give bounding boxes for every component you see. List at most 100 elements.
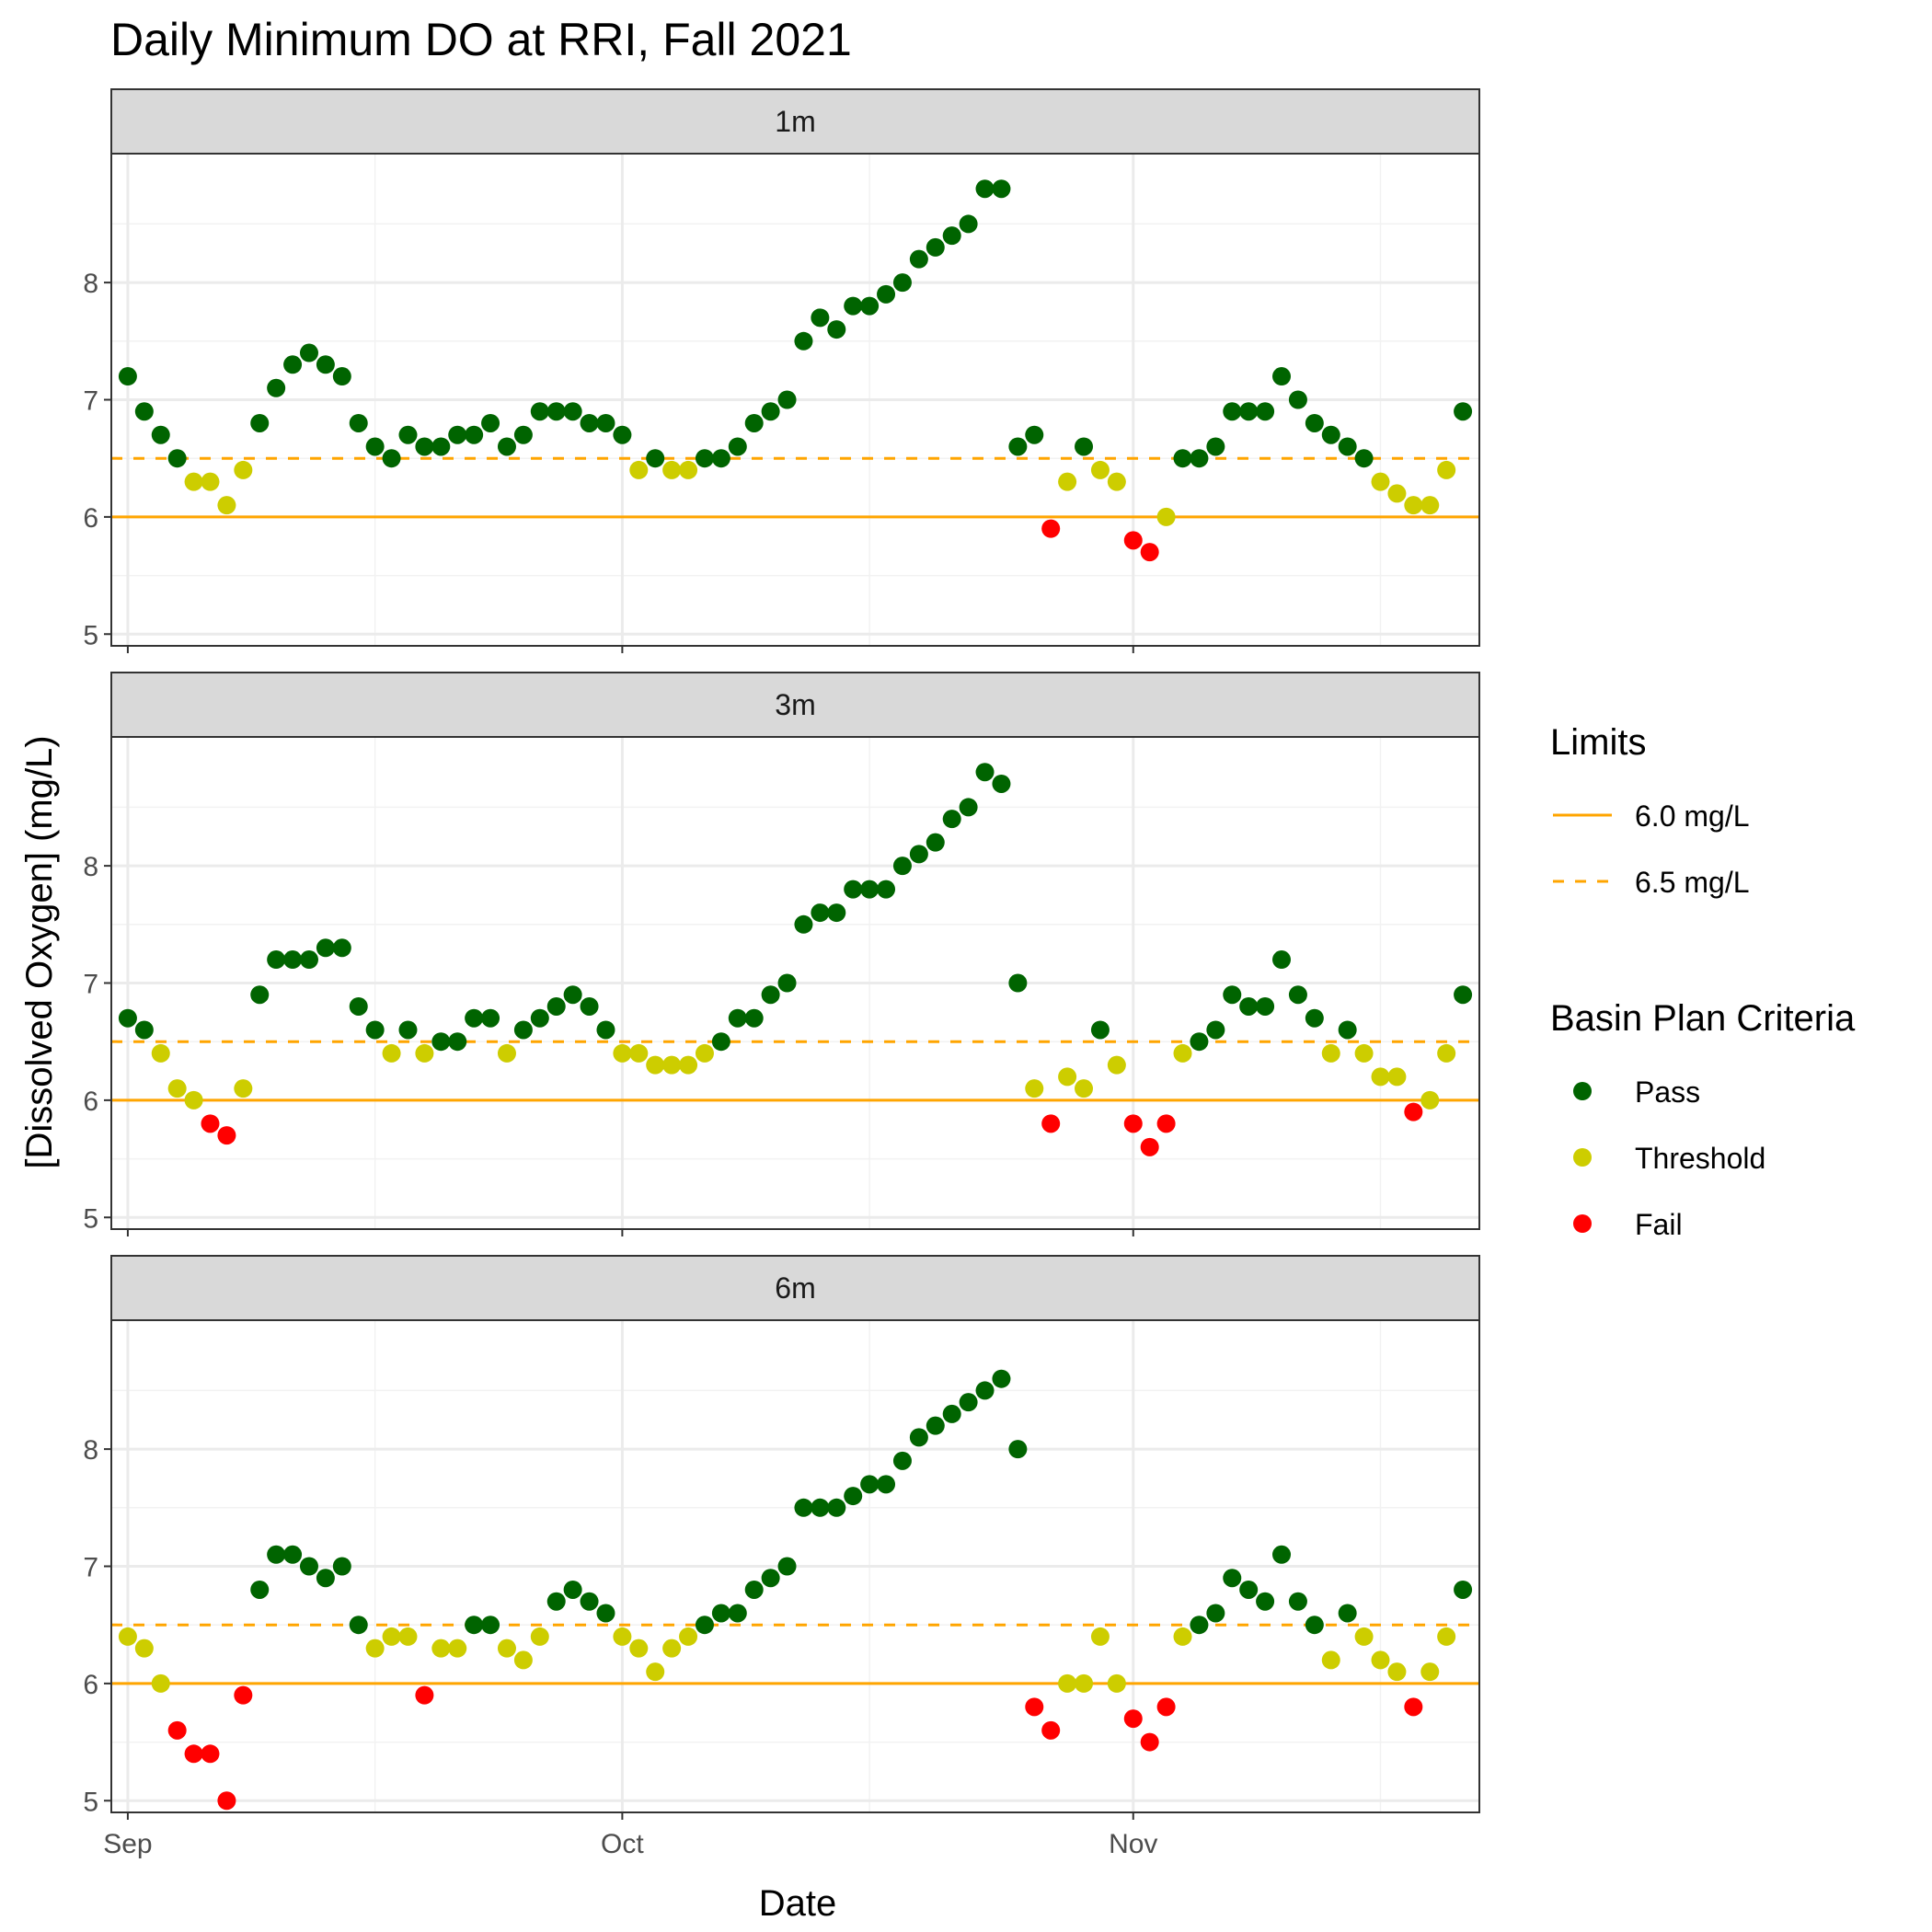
- y-tick-label: 5: [83, 1787, 98, 1817]
- data-point: [349, 996, 368, 1016]
- data-point: [1354, 1627, 1374, 1646]
- data-point: [992, 774, 1011, 793]
- data-point: [1454, 985, 1473, 1005]
- data-point: [1272, 950, 1292, 970]
- y-tick-label: 6: [83, 1087, 98, 1117]
- data-point: [563, 1580, 582, 1599]
- facet-panels: 1m 5 6 7 8 3m 5 6 7 8 6m 5 6 7 8: [83, 88, 1480, 1820]
- data-point: [497, 437, 516, 456]
- data-point: [365, 437, 385, 456]
- data-point: [1338, 1604, 1357, 1623]
- data-point: [1371, 1650, 1390, 1670]
- data-point: [1206, 1604, 1225, 1623]
- data-point: [1256, 996, 1275, 1016]
- data-point: [942, 1404, 961, 1423]
- x-tick-label: Oct: [601, 1829, 644, 1859]
- data-point: [959, 798, 978, 817]
- data-point: [283, 355, 303, 374]
- data-point: [250, 413, 270, 432]
- data-point: [1288, 1592, 1307, 1611]
- y-tick-label: 6: [83, 503, 98, 534]
- data-point: [398, 425, 418, 444]
- data-point: [1140, 1137, 1159, 1156]
- data-point: [1075, 1673, 1094, 1693]
- data-point: [926, 237, 945, 257]
- data-point: [629, 1043, 649, 1063]
- legend-limits-title: Limits: [1550, 722, 1646, 763]
- data-point: [596, 1020, 615, 1040]
- data-point: [1338, 1020, 1357, 1040]
- data-point: [250, 1580, 270, 1599]
- data-point: [1123, 1709, 1143, 1729]
- y-tick-label: 8: [83, 1435, 98, 1466]
- y-tick-label: 7: [83, 386, 98, 417]
- data-point: [1090, 1020, 1110, 1040]
- data-point: [662, 1639, 682, 1658]
- data-point: [448, 425, 467, 444]
- data-point: [563, 402, 582, 421]
- data-point: [465, 1616, 484, 1635]
- data-point: [118, 1008, 137, 1028]
- data-point: [1305, 1616, 1324, 1635]
- data-point: [580, 996, 599, 1016]
- data-point: [679, 1055, 698, 1075]
- data-point: [1288, 390, 1307, 409]
- data-point: [1454, 1580, 1473, 1599]
- legend-limit-label-2: 6.5 mg/L: [1635, 866, 1750, 899]
- data-point: [563, 985, 582, 1005]
- data-point: [1008, 437, 1028, 456]
- data-point: [1041, 1720, 1061, 1740]
- data-point: [975, 1381, 995, 1400]
- data-point: [431, 437, 451, 456]
- data-point: [827, 320, 846, 339]
- x-axis: Sep Oct Nov: [103, 1829, 1157, 1859]
- data-point: [596, 1604, 615, 1623]
- legend-criteria-label-threshold: Threshold: [1635, 1142, 1765, 1175]
- data-point: [728, 1008, 747, 1028]
- data-point: [1454, 402, 1473, 421]
- data-point: [201, 1744, 220, 1764]
- data-point: [1058, 472, 1077, 491]
- data-point: [546, 996, 566, 1016]
- data-point: [398, 1020, 418, 1040]
- data-point: [267, 1545, 286, 1564]
- data-point: [497, 1043, 516, 1063]
- data-point: [1354, 1043, 1374, 1063]
- data-point: [349, 413, 368, 432]
- data-point: [134, 402, 154, 421]
- data-point: [1272, 1545, 1292, 1564]
- data-point: [1239, 996, 1259, 1016]
- data-point: [316, 355, 335, 374]
- data-point: [1025, 1697, 1044, 1717]
- data-point: [613, 1043, 632, 1063]
- data-point: [711, 1032, 730, 1052]
- data-point: [811, 308, 830, 328]
- data-point: [629, 460, 649, 479]
- data-point: [431, 1639, 451, 1658]
- data-point: [892, 1451, 912, 1470]
- data-point: [695, 1616, 714, 1635]
- data-point: [646, 449, 665, 468]
- data-point: [1387, 1662, 1407, 1682]
- data-point: [1107, 472, 1126, 491]
- data-point: [1025, 425, 1044, 444]
- data-point: [1256, 1592, 1275, 1611]
- data-point: [613, 425, 632, 444]
- data-point: [546, 1592, 566, 1611]
- data-point: [134, 1639, 154, 1658]
- data-point: [1156, 1697, 1176, 1717]
- y-tick-label: 7: [83, 1553, 98, 1583]
- data-point: [827, 1498, 846, 1517]
- data-point: [1173, 1043, 1192, 1063]
- data-point: [1190, 1032, 1209, 1052]
- y-tick-label: 8: [83, 269, 98, 299]
- legend-criteria-label-pass: Pass: [1635, 1075, 1700, 1109]
- data-point: [1190, 449, 1209, 468]
- data-point: [844, 296, 863, 316]
- data-point: [1420, 1662, 1440, 1682]
- y-tick-label: 5: [83, 1203, 98, 1234]
- data-point: [877, 880, 896, 899]
- data-point: [513, 1020, 533, 1040]
- data-point: [118, 1627, 137, 1646]
